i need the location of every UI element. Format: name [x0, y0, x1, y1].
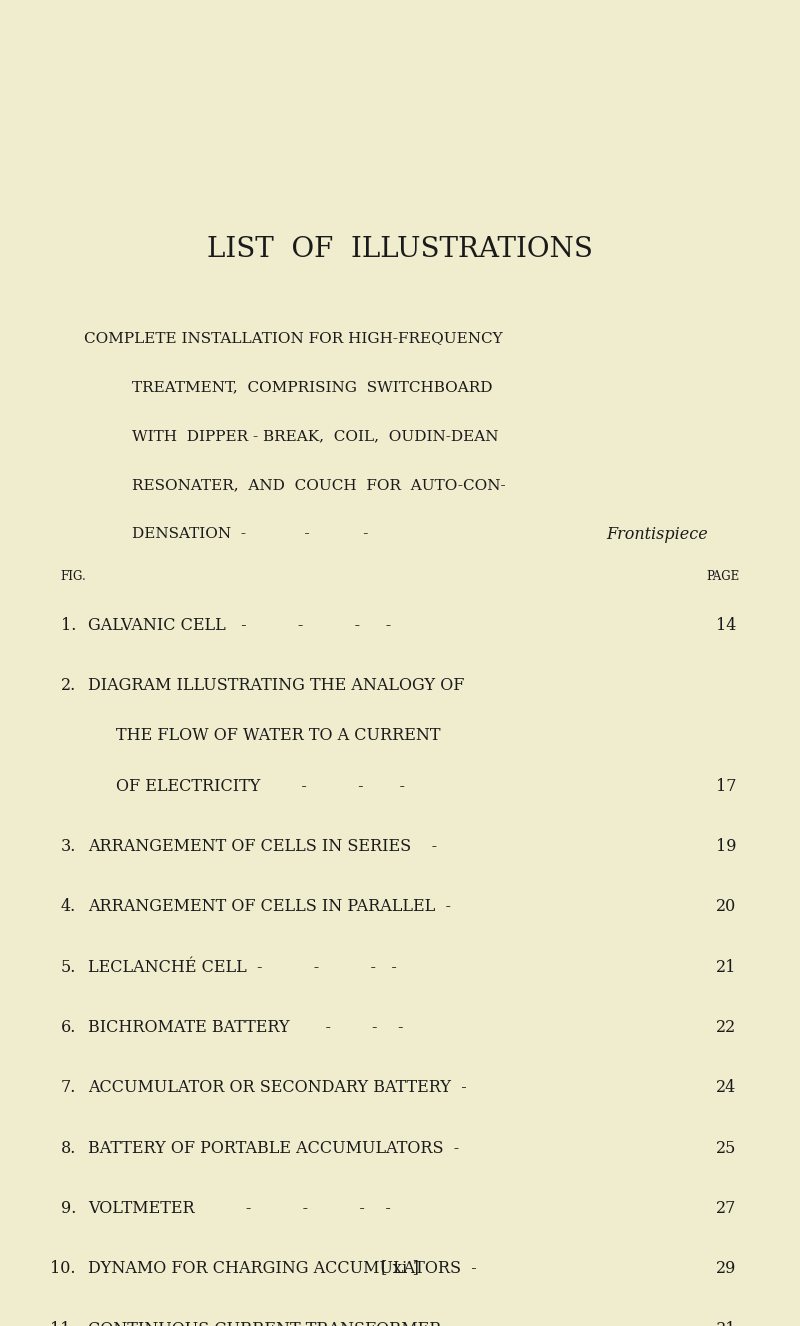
Text: 6.: 6. — [61, 1018, 76, 1036]
Text: VOLTMETER          -          -          -    -: VOLTMETER - - - - — [88, 1200, 391, 1217]
Text: 9.: 9. — [61, 1200, 76, 1217]
Text: 10.: 10. — [50, 1260, 76, 1277]
Text: [ xi ]: [ xi ] — [381, 1260, 419, 1276]
Text: ARRANGEMENT OF CELLS IN SERIES    -: ARRANGEMENT OF CELLS IN SERIES - — [88, 838, 437, 855]
Text: 31: 31 — [715, 1321, 736, 1326]
Text: Frontispiece: Frontispiece — [606, 526, 708, 542]
Text: GALVANIC CELL   -          -          -     -: GALVANIC CELL - - - - — [88, 617, 391, 634]
Text: 8.: 8. — [61, 1139, 76, 1156]
Text: DENSATION  -            -           -: DENSATION - - - — [132, 528, 368, 541]
Text: LIST  OF  ILLUSTRATIONS: LIST OF ILLUSTRATIONS — [207, 236, 593, 263]
Text: CONTINUOUS CURRENT TRANSFORMER     -: CONTINUOUS CURRENT TRANSFORMER - — [88, 1321, 473, 1326]
Text: 4.: 4. — [61, 898, 76, 915]
Text: 1.: 1. — [61, 617, 76, 634]
Text: 24: 24 — [716, 1079, 736, 1097]
Text: 21: 21 — [716, 959, 736, 976]
Text: 22: 22 — [716, 1018, 736, 1036]
Text: 5.: 5. — [61, 959, 76, 976]
Text: THE FLOW OF WATER TO A CURRENT: THE FLOW OF WATER TO A CURRENT — [116, 727, 441, 744]
Text: TREATMENT,  COMPRISING  SWITCHBOARD: TREATMENT, COMPRISING SWITCHBOARD — [132, 381, 493, 394]
Text: PAGE: PAGE — [706, 570, 740, 583]
Text: WITH  DIPPER - BREAK,  COIL,  OUDIN-DEAN: WITH DIPPER - BREAK, COIL, OUDIN-DEAN — [132, 430, 498, 443]
Text: 17: 17 — [715, 777, 736, 794]
Text: RESONATER,  AND  COUCH  FOR  AUTO-CON-: RESONATER, AND COUCH FOR AUTO-CON- — [132, 479, 506, 492]
Text: BATTERY OF PORTABLE ACCUMULATORS  -: BATTERY OF PORTABLE ACCUMULATORS - — [88, 1139, 459, 1156]
Text: 11.: 11. — [50, 1321, 76, 1326]
Text: 25: 25 — [716, 1139, 736, 1156]
Text: DIAGRAM ILLUSTRATING THE ANALOGY OF: DIAGRAM ILLUSTRATING THE ANALOGY OF — [88, 676, 464, 693]
Text: 20: 20 — [716, 898, 736, 915]
Text: LECLANCHÉ CELL  -          -          -   -: LECLANCHÉ CELL - - - - — [88, 959, 397, 976]
Text: COMPLETE INSTALLATION FOR HIGH-FREQUENCY: COMPLETE INSTALLATION FOR HIGH-FREQUENCY — [84, 332, 502, 345]
Text: 3.: 3. — [61, 838, 76, 855]
Text: DYNAMO FOR CHARGING ACCUMULATORS  -: DYNAMO FOR CHARGING ACCUMULATORS - — [88, 1260, 477, 1277]
Text: 27: 27 — [716, 1200, 736, 1217]
Text: OF ELECTRICITY        -          -       -: OF ELECTRICITY - - - — [116, 777, 405, 794]
Text: ARRANGEMENT OF CELLS IN PARALLEL  -: ARRANGEMENT OF CELLS IN PARALLEL - — [88, 898, 451, 915]
Text: 2.: 2. — [61, 676, 76, 693]
Text: 19: 19 — [715, 838, 736, 855]
Text: 7.: 7. — [61, 1079, 76, 1097]
Text: ACCUMULATOR OR SECONDARY BATTERY  -: ACCUMULATOR OR SECONDARY BATTERY - — [88, 1079, 466, 1097]
Text: BICHROMATE BATTERY       -        -    -: BICHROMATE BATTERY - - - — [88, 1018, 403, 1036]
Text: 14: 14 — [716, 617, 736, 634]
Text: FIG.: FIG. — [60, 570, 86, 583]
Text: 29: 29 — [716, 1260, 736, 1277]
